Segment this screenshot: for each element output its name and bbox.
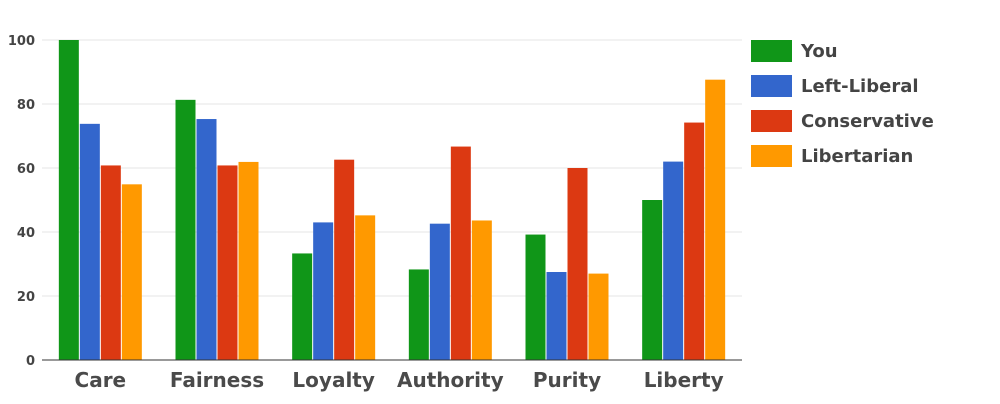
- legend: You Left-Liberal Conservative Libertarian: [751, 40, 934, 167]
- legend-label: Left-Liberal: [801, 76, 919, 97]
- bar-left-liberal-authority: [429, 223, 450, 360]
- bar-conservative-care: [100, 165, 121, 360]
- bar-left-liberal-fairness: [196, 119, 217, 360]
- bar-libertarian-purity: [588, 273, 609, 360]
- bars: [58, 40, 726, 361]
- bar-left-liberal-care: [79, 123, 100, 360]
- bar-you-authority: [408, 269, 429, 360]
- legend-item: Libertarian: [751, 145, 913, 167]
- x-tick-label: Authority: [397, 368, 504, 392]
- y-axis-tick-labels: 0 20 40 60 80 100: [8, 34, 35, 369]
- bar-left-liberal-liberty: [663, 161, 684, 360]
- bar-libertarian-fairness: [238, 161, 259, 360]
- bar-libertarian-loyalty: [355, 215, 376, 360]
- legend-item: Conservative: [751, 110, 934, 132]
- y-tick-label: 20: [17, 290, 35, 305]
- y-tick-label: 0: [26, 354, 35, 369]
- bar-libertarian-liberty: [705, 79, 726, 361]
- bar-you-care: [58, 40, 79, 360]
- y-tick-label: 80: [17, 98, 35, 113]
- legend-item: You: [751, 40, 838, 62]
- bar-conservative-liberty: [684, 122, 705, 360]
- bar-conservative-loyalty: [334, 159, 355, 360]
- bar-left-liberal-loyalty: [313, 222, 334, 360]
- legend-label: You: [800, 41, 838, 62]
- x-tick-label: Purity: [533, 368, 601, 392]
- y-tick-label: 40: [17, 226, 35, 241]
- legend-swatch: [751, 110, 792, 132]
- legend-swatch: [751, 40, 792, 62]
- bar-you-purity: [525, 234, 546, 360]
- bar-conservative-authority: [450, 146, 471, 360]
- bar-libertarian-authority: [471, 220, 492, 360]
- x-tick-label: Care: [75, 368, 127, 392]
- legend-label: Libertarian: [801, 146, 913, 167]
- bar-you-loyalty: [292, 253, 313, 360]
- y-tick-label: 100: [8, 34, 35, 49]
- bar-conservative-fairness: [217, 165, 238, 360]
- x-axis-tick-labels: Care Fairness Loyalty Authority Purity Libert…: [75, 368, 724, 392]
- bar-libertarian-care: [121, 184, 142, 360]
- bar-you-fairness: [175, 99, 196, 360]
- legend-label: Conservative: [801, 111, 934, 132]
- legend-swatch: [751, 75, 792, 97]
- x-tick-label: Fairness: [170, 368, 264, 392]
- bar-left-liberal-purity: [546, 272, 567, 360]
- legend-swatch: [751, 145, 792, 167]
- x-tick-label: Loyalty: [292, 368, 374, 392]
- bar-you-liberty: [642, 200, 663, 360]
- y-tick-label: 60: [17, 162, 35, 177]
- x-tick-label: Liberty: [644, 368, 724, 392]
- grid-lines: [42, 39, 742, 297]
- legend-item: Left-Liberal: [751, 75, 919, 97]
- bar-conservative-purity: [567, 168, 588, 360]
